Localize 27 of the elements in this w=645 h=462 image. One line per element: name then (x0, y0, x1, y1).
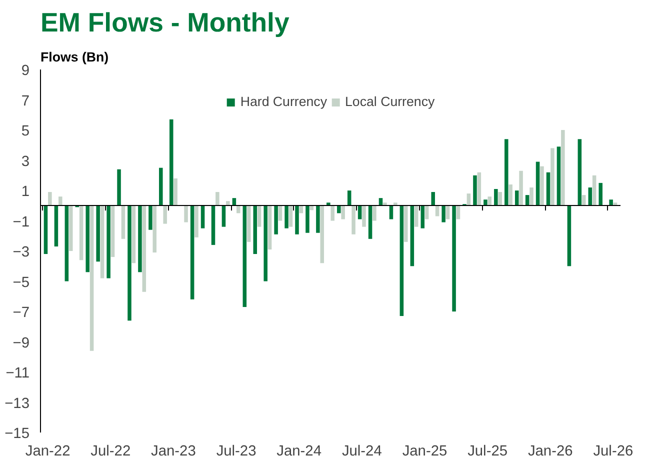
legend-label: Hard Currency (240, 94, 328, 109)
y-tick-label: −3 (12, 244, 30, 260)
x-tick-label: Jul-26 (593, 444, 634, 460)
y-tick-label: −11 (6, 366, 30, 382)
chart-title: EM Flows - Monthly (40, 8, 290, 38)
x-tick-label: Jan-23 (151, 444, 196, 460)
x-tick-label: Jan-22 (25, 444, 70, 460)
y-tick-label: −7 (12, 305, 30, 321)
x-tick-label: Jul-25 (468, 444, 508, 460)
y-tick-label: 7 (21, 93, 30, 110)
y-axis-title: Flows (Bn) (40, 50, 109, 64)
x-tick-label: Jan-25 (402, 444, 448, 460)
y-tick-label: −15 (4, 426, 30, 442)
y-tick-label: −5 (12, 274, 30, 291)
x-tick-label: Jul-23 (216, 444, 256, 460)
x-tick-label: Jul-24 (342, 444, 382, 460)
x-tick-label: Jan-26 (528, 444, 573, 460)
y-tick-label: −9 (12, 335, 30, 352)
y-tick-label: 5 (21, 124, 30, 140)
x-tick-label: Jul-22 (90, 444, 131, 460)
y-tick-label: 9 (21, 63, 30, 79)
y-tick-label: −1 (12, 214, 30, 230)
y-tick-label: −13 (4, 396, 30, 412)
y-tick-label: 1 (21, 184, 30, 200)
x-tick-label: Jan-24 (276, 444, 322, 460)
legend-label: Local Currency (345, 94, 435, 109)
y-tick-label: 3 (21, 154, 30, 170)
